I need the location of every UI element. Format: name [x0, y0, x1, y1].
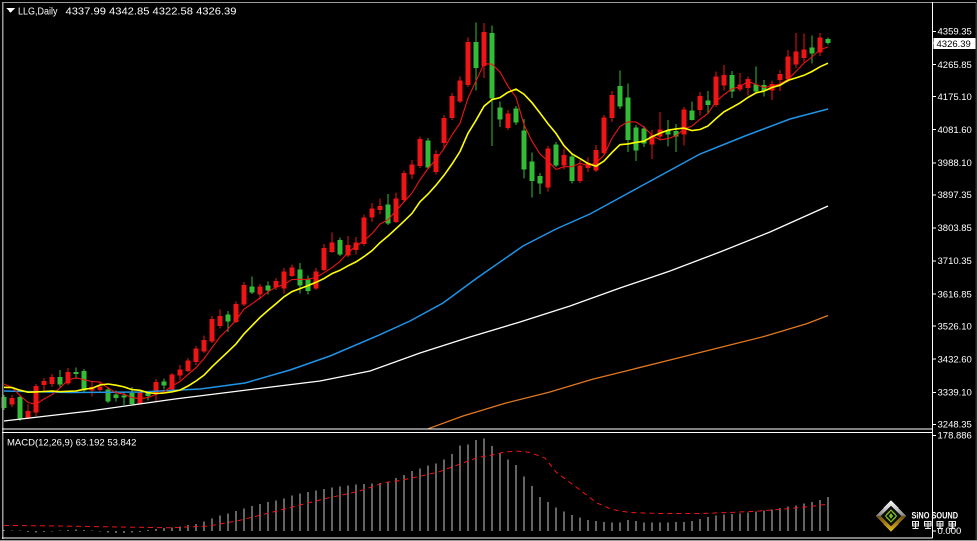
svg-text:MACD(12,26,9) 63.192 53.842: MACD(12,26,9) 63.192 53.842: [7, 438, 136, 449]
svg-text:3988.10: 3988.10: [938, 158, 972, 169]
svg-text:3526.10: 3526.10: [938, 321, 972, 332]
svg-text:3803.85: 3803.85: [938, 223, 972, 234]
svg-text:3339.10: 3339.10: [938, 388, 972, 399]
svg-text:4326.39: 4326.39: [937, 39, 971, 50]
svg-text:3616.85: 3616.85: [938, 289, 972, 300]
svg-text:4081.60: 4081.60: [938, 125, 972, 136]
svg-text:4359.35: 4359.35: [938, 27, 972, 38]
svg-text:178.886: 178.886: [938, 431, 972, 442]
svg-text:0.000: 0.000: [938, 526, 962, 537]
svg-text:SiNO SOUND: SiNO SOUND: [912, 511, 959, 522]
svg-text:3710.35: 3710.35: [938, 256, 972, 267]
svg-text:3897.35: 3897.35: [938, 190, 972, 201]
svg-text:4175.10: 4175.10: [938, 92, 972, 103]
svg-text:3432.60: 3432.60: [938, 354, 972, 365]
svg-text:LLG,Daily: LLG,Daily: [18, 6, 58, 18]
svg-text:4337.99 4342.85 4322.58 4326.3: 4337.99 4342.85 4322.58 4326.39: [66, 6, 237, 18]
svg-text:3248.35: 3248.35: [938, 420, 972, 431]
svg-text:4265.85: 4265.85: [938, 60, 972, 71]
